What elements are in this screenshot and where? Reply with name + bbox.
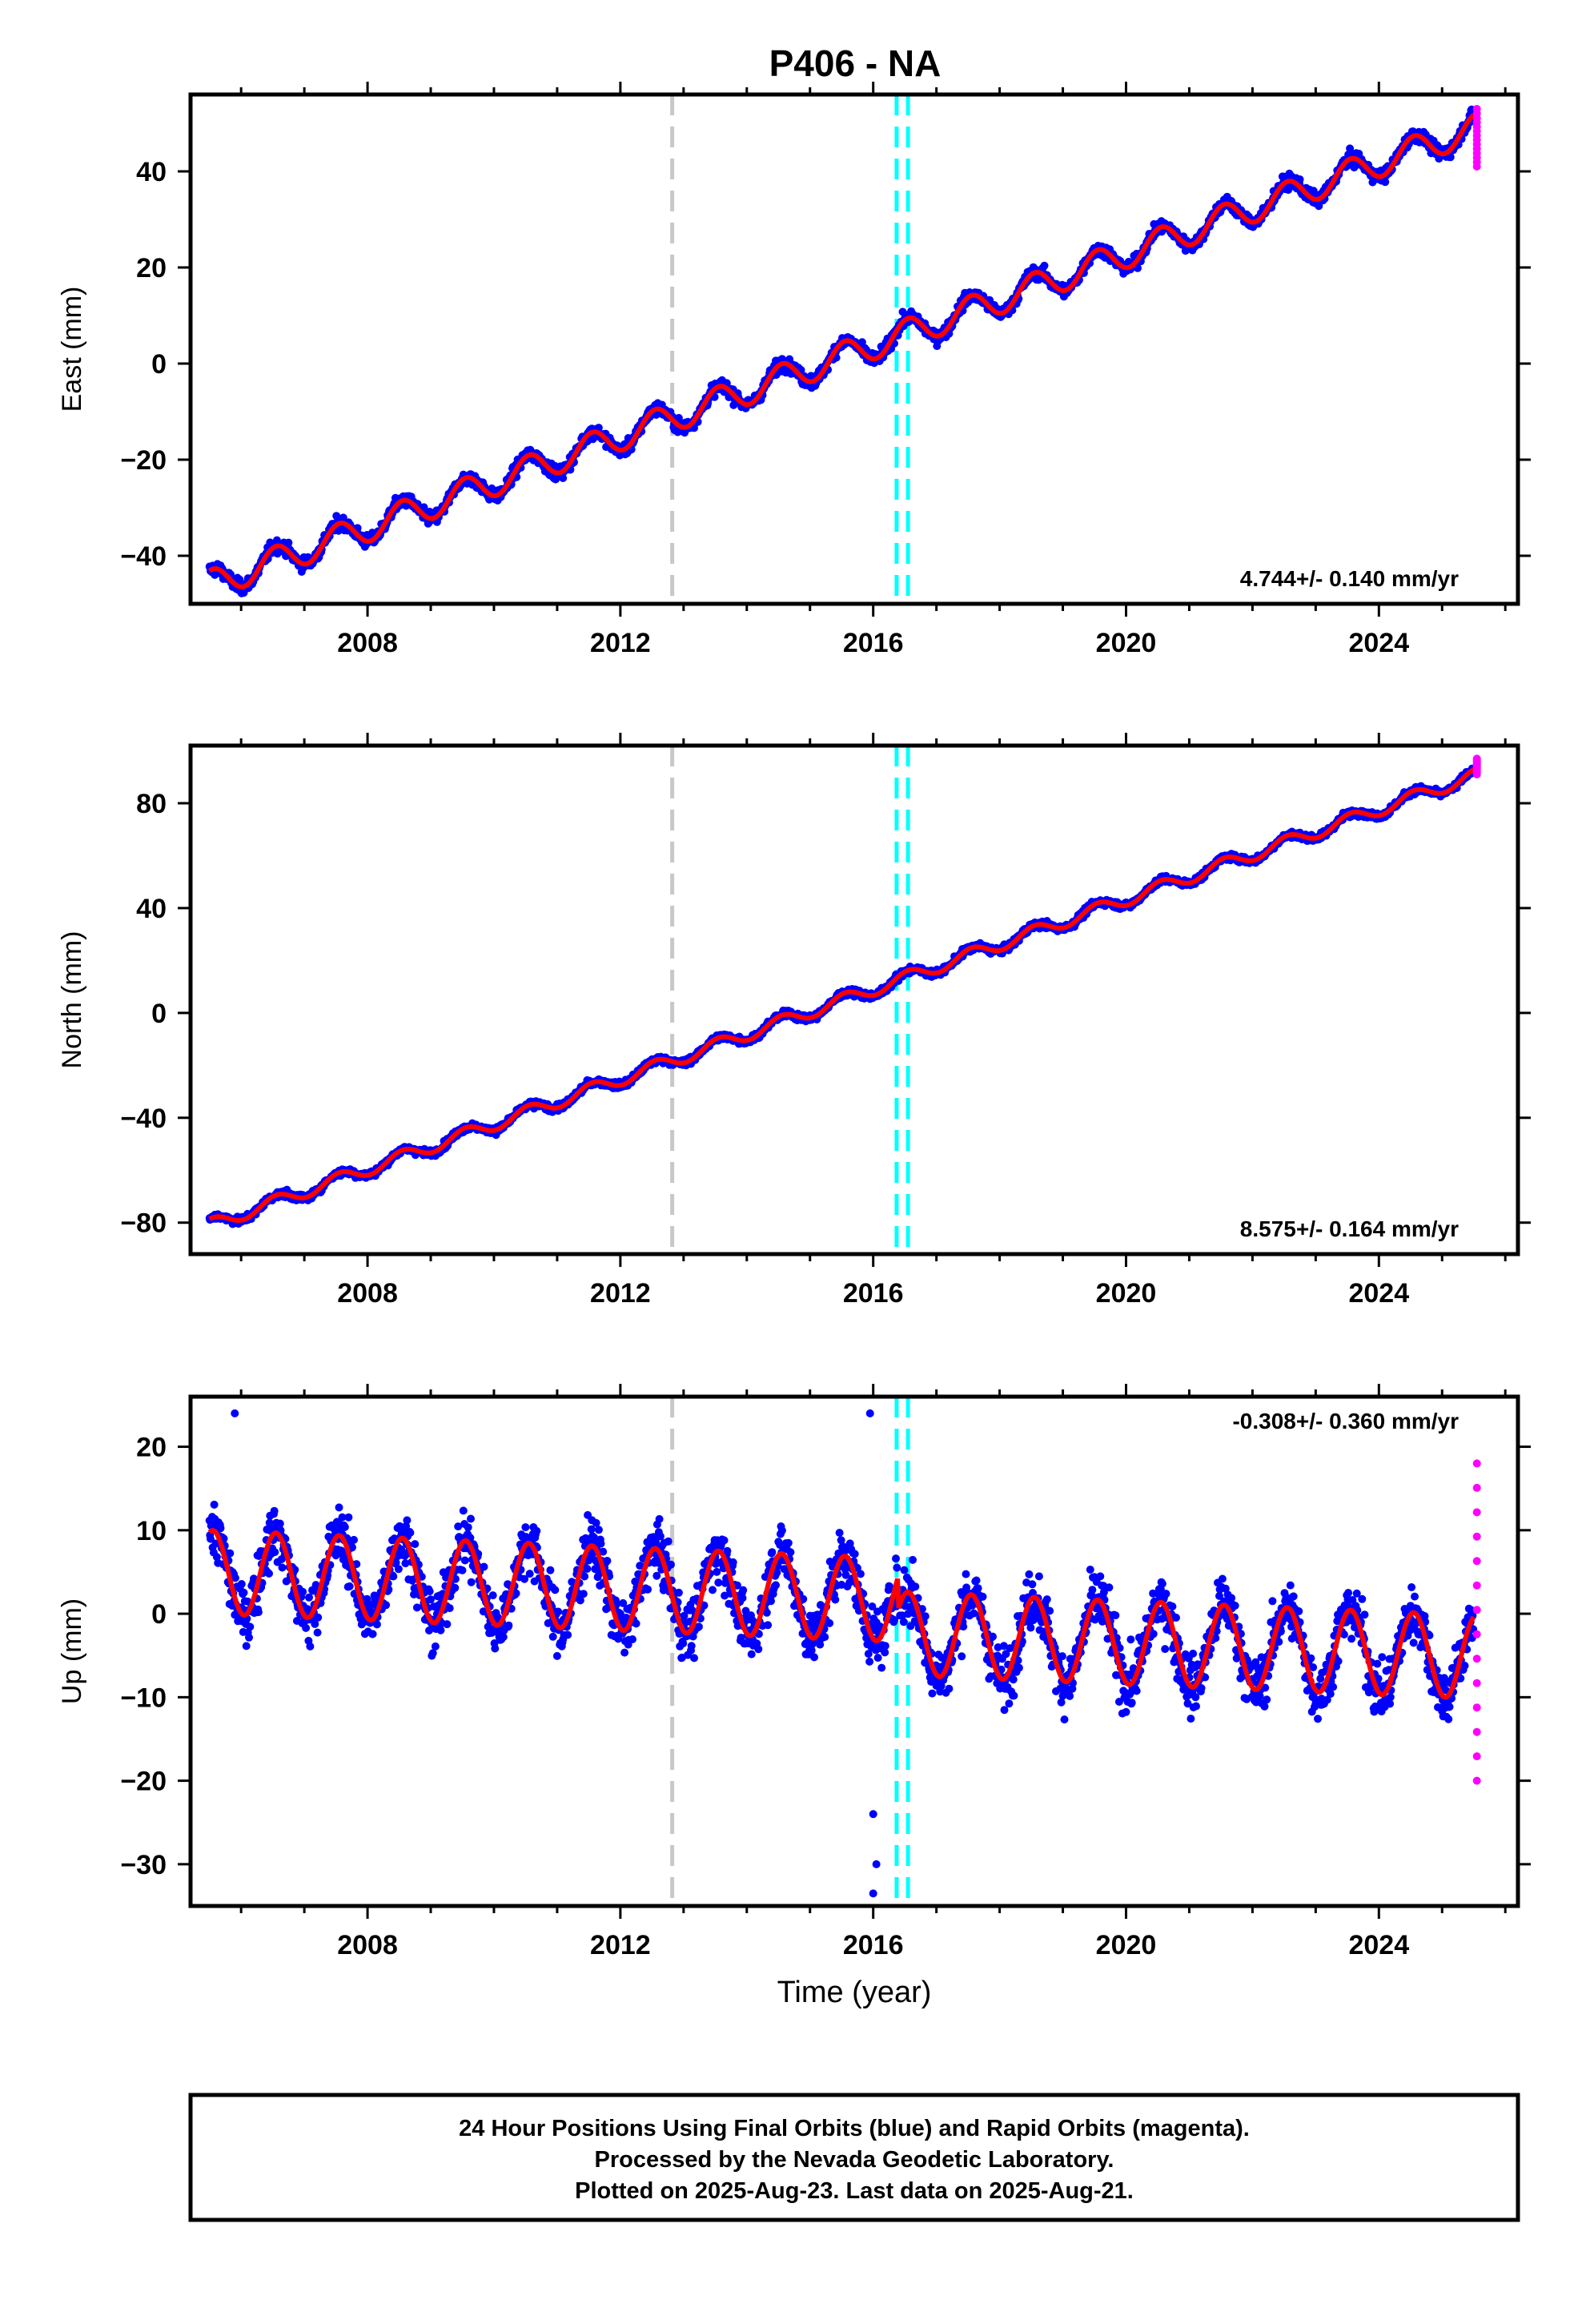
x-tick-label: 2012 <box>590 1278 651 1309</box>
y-tick-label: 40 <box>136 894 167 924</box>
data-point <box>1134 263 1142 272</box>
x-tick-label: 2008 <box>337 628 398 658</box>
plot-area <box>205 746 1481 1254</box>
data-point <box>210 1500 219 1509</box>
panel-2: 2008 2012 2016 2020 2024 80 40 0 −40 −80 North (mm… <box>57 733 1531 1309</box>
x-tick-label: 2024 <box>1348 1278 1409 1309</box>
y-tick-label: −40 <box>120 1104 167 1134</box>
rapid-orbit-points <box>1472 105 1481 171</box>
x-tick-label: 2024 <box>1348 628 1409 658</box>
data-point <box>1381 178 1390 187</box>
x-tick-label: 2008 <box>337 1278 398 1309</box>
velocity-annotation: 4.744+/- 0.140 mm/yr <box>1240 566 1459 591</box>
data-point <box>1446 153 1455 162</box>
data-point <box>1040 261 1049 270</box>
x-tick-label: 2016 <box>843 628 904 658</box>
data-point <box>1472 105 1481 113</box>
y-tick-label: 0 <box>151 999 167 1029</box>
data-point <box>235 575 244 584</box>
y-tick-label: −40 <box>120 541 167 572</box>
velocity-annotation: 8.575+/- 0.164 mm/yr <box>1240 1216 1459 1241</box>
data-point <box>1472 754 1481 763</box>
model-fit-line <box>208 767 1476 1223</box>
y-axis-label: East (mm) <box>57 287 87 412</box>
x-tick-label: 2016 <box>843 1278 904 1309</box>
y-tick-label: −80 <box>120 1208 167 1239</box>
data-point <box>284 538 293 547</box>
x-tick-label: 2020 <box>1096 1278 1157 1309</box>
model-fit-line <box>207 113 1476 589</box>
chart-title: P406 - NA <box>769 42 942 84</box>
panel-1: 2008 2012 2016 2020 2024 40 20 0 −20 −40 East (mm)… <box>57 82 1531 658</box>
y-tick-label: −20 <box>120 445 167 476</box>
plot-frame <box>188 92 1520 606</box>
y-tick-label: 0 <box>151 349 167 380</box>
y-tick-label: 20 <box>136 253 167 283</box>
x-tick-label: 2020 <box>1096 628 1157 658</box>
rapid-orbit-points <box>1472 754 1481 778</box>
plot-area <box>205 1397 1481 1906</box>
data-point <box>710 392 719 401</box>
plot-area <box>205 94 1481 604</box>
x-tick-label: 2012 <box>590 628 651 658</box>
data-point <box>559 474 568 482</box>
y-axis-label: North (mm) <box>57 931 87 1069</box>
panels: 2008 2012 2016 2020 2024 40 20 0 −20 −40 East (mm)… <box>57 82 1531 2009</box>
data-point <box>1295 175 1304 183</box>
data-point <box>339 513 347 522</box>
final-orbit-points <box>205 1409 1478 1898</box>
y-tick-label: 80 <box>136 789 167 819</box>
y-tick-label: 40 <box>136 157 167 187</box>
